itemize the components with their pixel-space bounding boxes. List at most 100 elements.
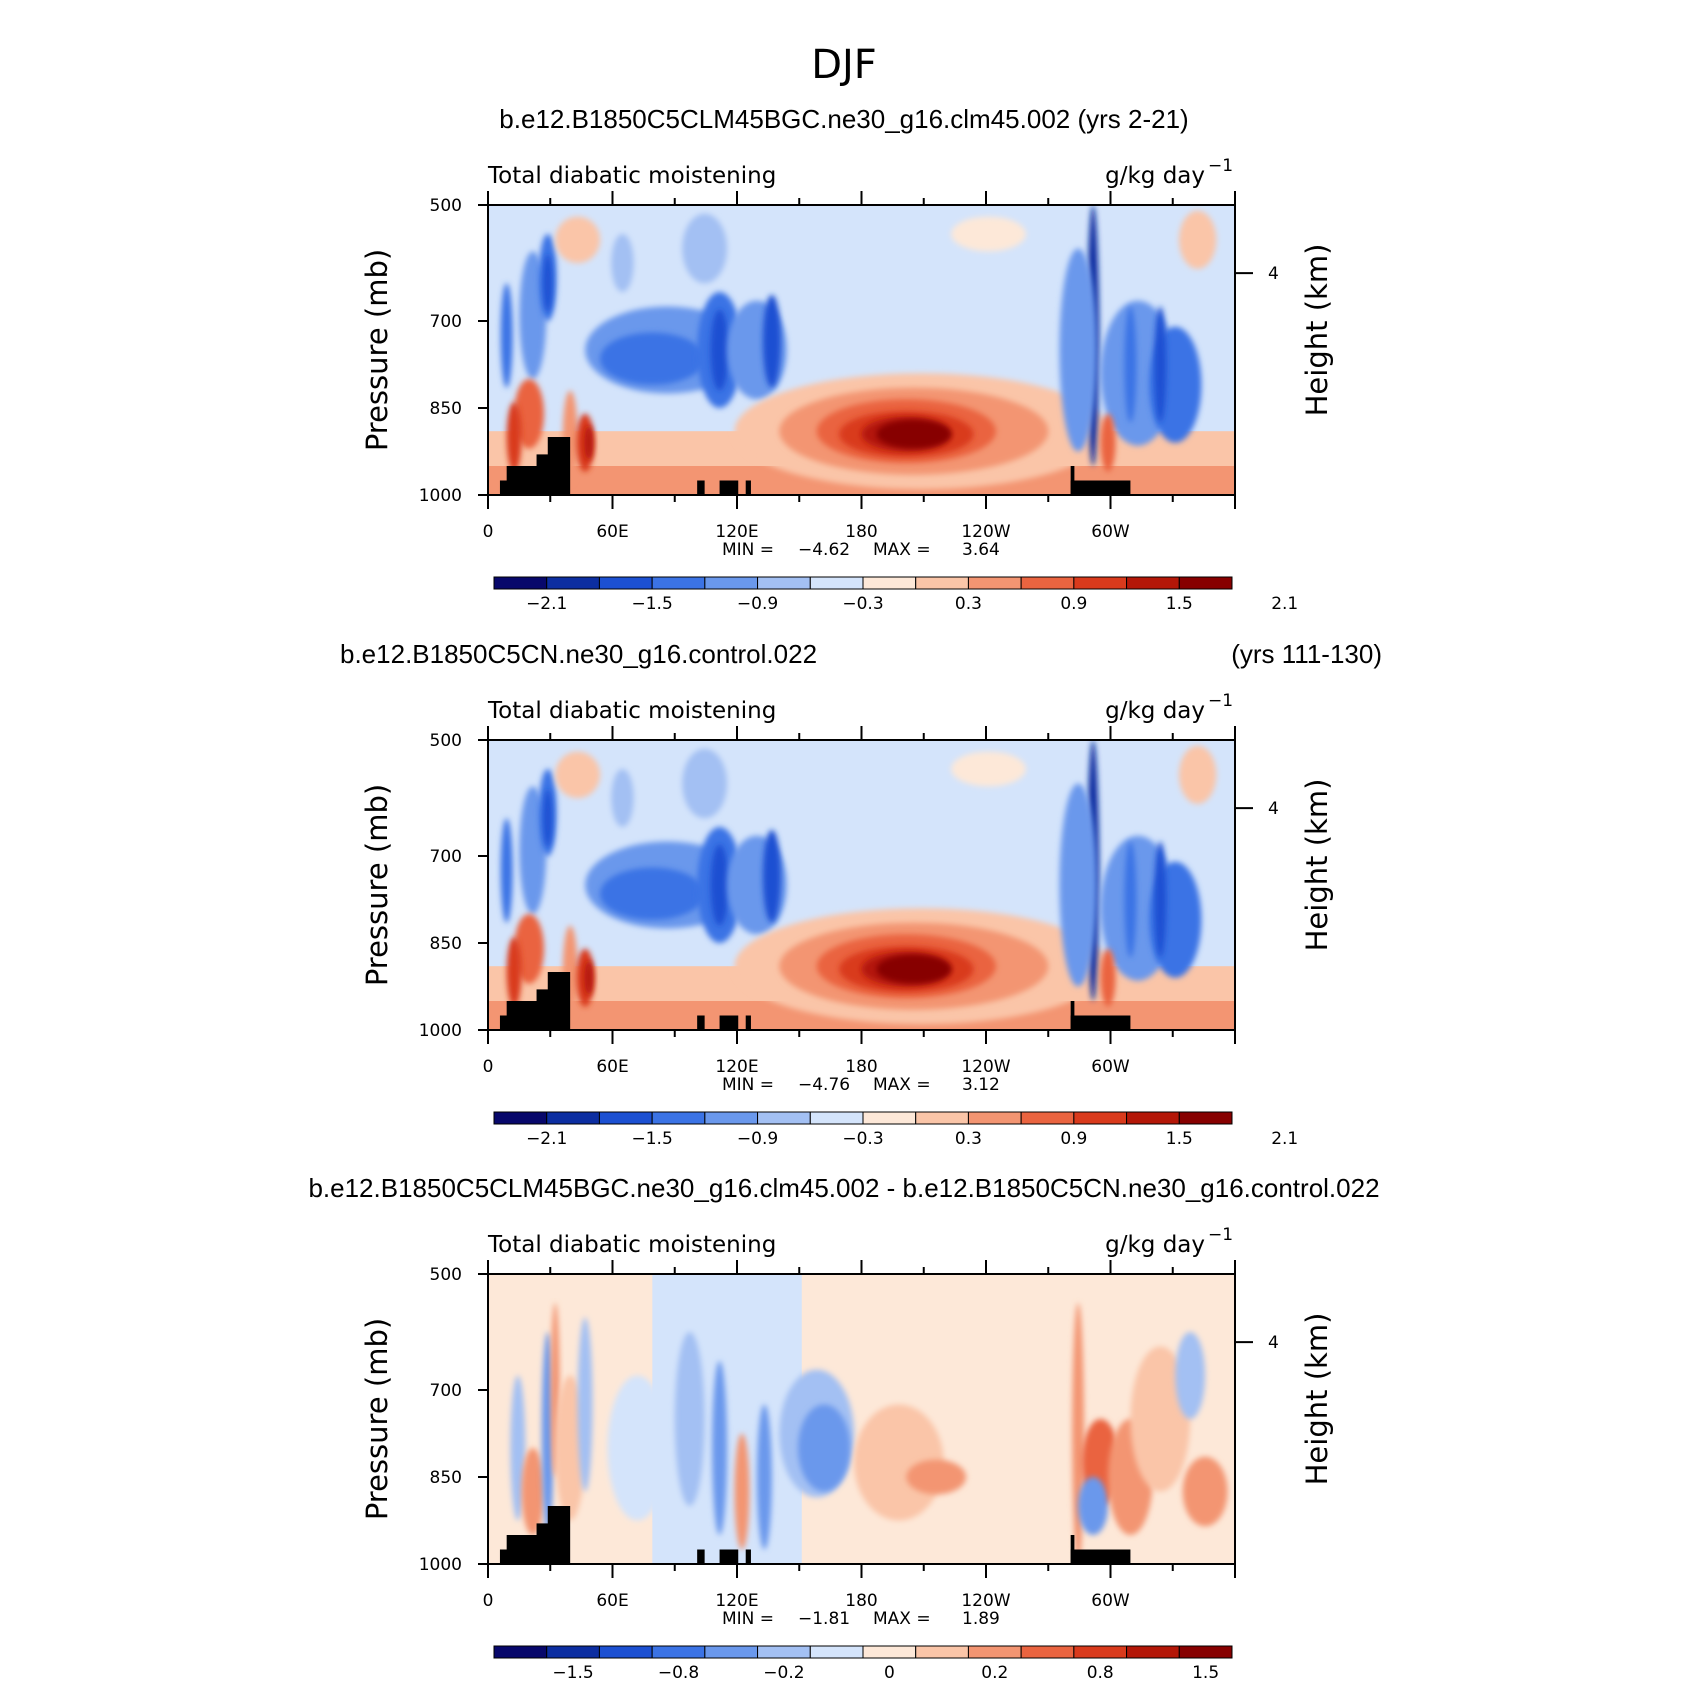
colorbar-label: 0 bbox=[884, 1663, 895, 1683]
max-label: MAX = bbox=[873, 540, 931, 560]
colorbar-swatch bbox=[1073, 576, 1128, 590]
colorbar-label: 0.3 bbox=[955, 594, 982, 614]
colorbar-label: −0.3 bbox=[842, 594, 883, 614]
colorbar-swatch bbox=[704, 1645, 759, 1659]
y-tick-label: 1000 bbox=[419, 1555, 462, 1575]
min-value: −4.76 bbox=[798, 1075, 850, 1095]
panel-units-label: g/kg day bbox=[1105, 1232, 1205, 1258]
x-tick-label: 60W bbox=[1091, 522, 1130, 542]
field-contour-22 bbox=[1175, 1332, 1206, 1419]
topography-block-5 bbox=[719, 1015, 739, 1030]
field-contour-8 bbox=[584, 960, 594, 996]
panel-1: b.e12.B1850C5CLM45BGC.ne30_g16.clm45.002… bbox=[360, 104, 1334, 614]
y-tick-label: 1000 bbox=[419, 1021, 462, 1041]
y-right-tick-label: 4 bbox=[1268, 799, 1279, 819]
field-contour-27 bbox=[1154, 306, 1167, 423]
field-band-neg bbox=[652, 1274, 802, 1564]
colorbar-label: 0.2 bbox=[981, 1663, 1008, 1683]
field-contour-15 bbox=[682, 213, 728, 284]
panel-field bbox=[488, 1274, 1235, 1564]
colorbar-swatch bbox=[546, 1645, 600, 1659]
min-label: MIN = bbox=[722, 1075, 774, 1095]
max-value: 3.12 bbox=[962, 1075, 1000, 1095]
colorbar-label: −2.1 bbox=[526, 1129, 567, 1149]
field-contour-0 bbox=[510, 1375, 526, 1521]
y-tick-label: 850 bbox=[430, 1468, 462, 1488]
colorbar-swatch bbox=[967, 1645, 1022, 1659]
x-tick-label: 60W bbox=[1091, 1057, 1130, 1077]
y-axis-label: Pressure (mb) bbox=[360, 1318, 394, 1520]
field-contour-10 bbox=[600, 867, 705, 920]
colorbar-swatch bbox=[598, 1111, 653, 1125]
field-contour-2 bbox=[541, 1332, 554, 1535]
colorbar-swatch bbox=[915, 576, 969, 590]
topography-block-4 bbox=[697, 1015, 705, 1030]
field-contour-24 bbox=[1059, 248, 1097, 452]
topography-block-5 bbox=[719, 480, 739, 495]
x-tick-label: 180 bbox=[845, 1591, 877, 1611]
x-tick-label: 120W bbox=[961, 1057, 1010, 1077]
y-right-tick-label: 4 bbox=[1268, 264, 1279, 284]
min-label: MIN = bbox=[722, 540, 774, 560]
topography-block-2 bbox=[547, 1506, 571, 1564]
field-contour-5 bbox=[577, 1317, 593, 1492]
field-contour-30 bbox=[1178, 210, 1217, 269]
y-axis-right-label: Height (km) bbox=[1300, 779, 1334, 952]
colorbar-label: 2.1 bbox=[1271, 594, 1298, 614]
colorbar-label: −0.8 bbox=[658, 1663, 699, 1683]
colorbar-label: −2.1 bbox=[526, 594, 567, 614]
x-tick-label: 0 bbox=[483, 522, 494, 542]
field-contour-4 bbox=[514, 914, 545, 984]
colorbar-swatch bbox=[704, 576, 759, 590]
y-tick-label: 500 bbox=[430, 731, 462, 751]
field-contour-14 bbox=[762, 829, 781, 923]
field-contour-32 bbox=[555, 216, 601, 263]
x-tick-label: 120E bbox=[715, 1591, 758, 1611]
field-contour-22 bbox=[876, 954, 952, 984]
panel-title-right: (yrs 111-130) bbox=[1231, 639, 1382, 669]
colorbar-label: 1.5 bbox=[1192, 1663, 1219, 1683]
colorbar-swatch bbox=[757, 1111, 811, 1125]
colorbar-swatch bbox=[1178, 1645, 1233, 1659]
field-contour-12 bbox=[710, 844, 729, 926]
x-tick-label: 0 bbox=[483, 1057, 494, 1077]
field-contour-4 bbox=[555, 1375, 586, 1521]
min-label: MIN = bbox=[722, 1609, 774, 1629]
colorbar-label: −0.3 bbox=[842, 1129, 883, 1149]
colorbar-swatch bbox=[1073, 1111, 1128, 1125]
colorbar-swatch bbox=[967, 576, 1022, 590]
topography-block-6 bbox=[745, 1549, 751, 1564]
field-contour-5 bbox=[506, 402, 522, 472]
colorbar-swatch bbox=[809, 1111, 864, 1125]
panel-field bbox=[488, 740, 1235, 1030]
panel-units-exponent: −1 bbox=[1208, 1225, 1233, 1245]
max-value: 3.64 bbox=[962, 540, 1000, 560]
panel-units-exponent: −1 bbox=[1208, 156, 1233, 176]
field-contour-31 bbox=[951, 216, 1026, 252]
colorbar-swatch bbox=[1020, 1645, 1075, 1659]
x-tick-label: 60E bbox=[596, 1591, 628, 1611]
panel-units-label: g/kg day bbox=[1105, 698, 1205, 724]
colorbar-swatch bbox=[915, 1645, 969, 1659]
field-contour-4 bbox=[514, 379, 545, 449]
field-contour-31 bbox=[951, 751, 1026, 787]
topography-block-4 bbox=[697, 480, 705, 495]
x-tick-label: 60E bbox=[596, 1057, 628, 1077]
colorbar-label: 0.9 bbox=[1060, 1129, 1087, 1149]
colorbar-label: −0.2 bbox=[763, 1663, 804, 1683]
y-tick-label: 500 bbox=[430, 1265, 462, 1285]
topography-block-8 bbox=[1070, 1015, 1131, 1030]
field-contour-10 bbox=[600, 332, 705, 385]
y-tick-label: 500 bbox=[430, 196, 462, 216]
field-contour-10 bbox=[756, 1404, 772, 1550]
field-contour-14 bbox=[762, 294, 781, 388]
colorbar-label: −1.5 bbox=[552, 1663, 593, 1683]
topography-block-0 bbox=[506, 466, 541, 495]
topography-block-8 bbox=[1070, 1549, 1131, 1564]
topography-block-6 bbox=[745, 1015, 751, 1030]
colorbar-swatch bbox=[546, 576, 600, 590]
colorbar-label: −1.5 bbox=[632, 594, 673, 614]
colorbar-label: 1.5 bbox=[1166, 594, 1193, 614]
colorbar-swatch bbox=[493, 1645, 548, 1659]
